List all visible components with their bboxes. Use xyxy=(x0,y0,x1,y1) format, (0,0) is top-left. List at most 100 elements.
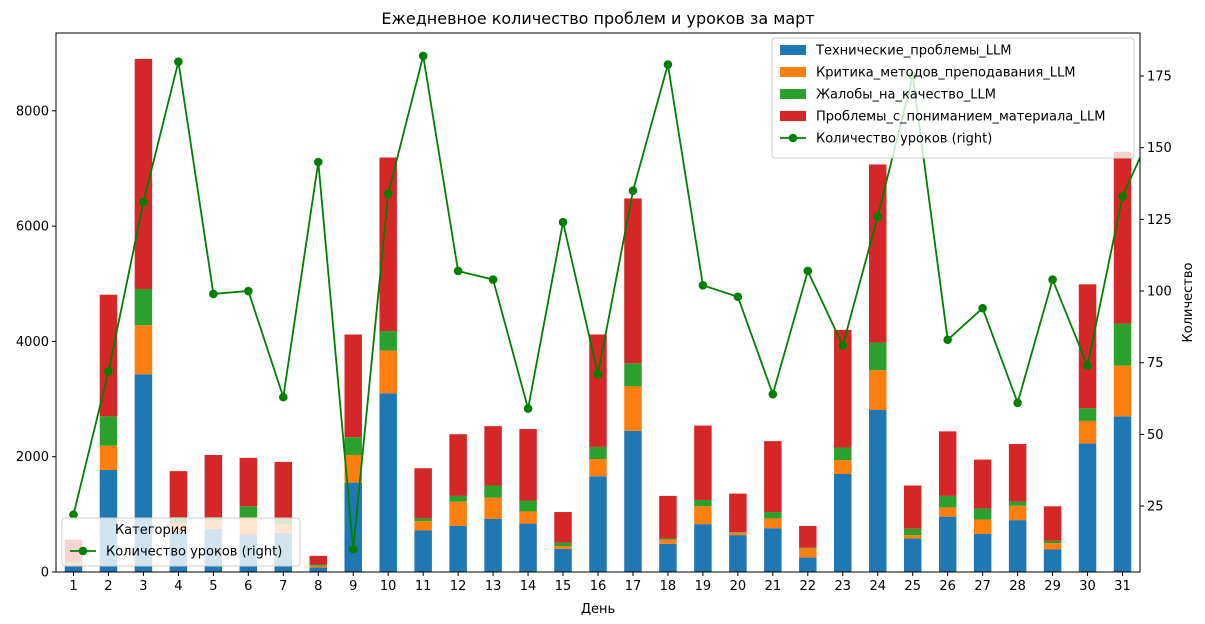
bar-segment-4-day-25 xyxy=(903,485,922,529)
x-tick-label: 11 xyxy=(415,579,432,594)
bar-segment-1-day-18 xyxy=(659,543,677,572)
bar-segment-1-day-22 xyxy=(799,557,817,572)
legend-swatch-4 xyxy=(780,111,806,121)
bar-segment-2-day-21 xyxy=(764,518,782,529)
lessons-point-day-24 xyxy=(873,212,883,221)
bar-segment-1-day-20 xyxy=(729,535,747,572)
lessons-point-day-8 xyxy=(313,157,323,167)
x-tick-label: 8 xyxy=(314,579,322,594)
bar-segment-1-day-1 xyxy=(64,566,83,572)
bar-segment-3-day-31 xyxy=(1113,323,1132,366)
bar-segment-3-day-20 xyxy=(729,532,747,533)
lessons-point-day-17 xyxy=(628,186,638,195)
x-tick-label: 21 xyxy=(765,579,782,594)
bar-segment-4-day-17 xyxy=(624,198,642,364)
lessons-point-day-4 xyxy=(174,57,183,66)
x-tick-label: 5 xyxy=(209,579,217,594)
lessons-point-day-13 xyxy=(488,275,498,284)
bar-segment-1-day-27 xyxy=(973,533,992,572)
legend-swatch-2 xyxy=(780,67,806,77)
x-tick-label: 27 xyxy=(974,579,991,594)
x-tick-label: 12 xyxy=(450,579,467,594)
x-tick-label: 25 xyxy=(904,579,921,594)
x-tick-label: 15 xyxy=(555,579,572,594)
bar-segment-2-day-25 xyxy=(903,535,922,539)
bar-segment-3-day-25 xyxy=(903,528,922,536)
legend-upper: Технические_проблемы_LLM Критика_методов_… xyxy=(771,37,1135,159)
lessons-line xyxy=(72,55,1140,550)
bar-segment-2-day-15 xyxy=(554,546,572,549)
legend-label-1: Технические_проблемы_LLM xyxy=(815,44,1012,59)
x-tick-label: 13 xyxy=(485,579,502,594)
bar-segment-4-day-10 xyxy=(379,157,397,332)
bar-segment-2-day-16 xyxy=(589,459,607,477)
right-y-tick-label: 175 xyxy=(1147,70,1172,85)
right-y-tick-label: 50 xyxy=(1147,428,1164,443)
bar-segment-1-day-15 xyxy=(554,548,572,572)
bar-segment-3-day-12 xyxy=(449,495,467,502)
left-y-tick-label: 6000 xyxy=(16,220,49,235)
bar-segment-3-day-10 xyxy=(379,331,397,351)
bar-segment-3-day-21 xyxy=(764,512,782,519)
bar-segment-4-day-15 xyxy=(554,512,572,543)
lessons-point-day-29 xyxy=(1048,275,1057,284)
left-y-tick-label: 4000 xyxy=(16,335,49,350)
bar-segment-1-day-16 xyxy=(589,476,607,572)
x-tick-label: 29 xyxy=(1044,579,1061,594)
legend-lower-marker-swatch xyxy=(78,546,88,556)
bar-segment-4-day-30 xyxy=(1078,284,1097,409)
lessons-point-day-15 xyxy=(558,217,568,227)
lessons-point-day-12 xyxy=(453,266,463,276)
bar-segment-1-day-31 xyxy=(1113,416,1132,572)
bar-segment-2-day-29 xyxy=(1043,543,1062,550)
lessons-point-day-7 xyxy=(278,392,288,402)
x-tick-label: 19 xyxy=(695,579,712,594)
bar-segment-3-day-3 xyxy=(134,288,153,326)
bar-segment-3-day-19 xyxy=(694,499,712,507)
bar-segment-3-day-6 xyxy=(239,506,258,518)
x-tick-label: 1 xyxy=(69,579,77,594)
bar-segment-3-day-17 xyxy=(624,363,642,387)
bar-segment-2-day-26 xyxy=(938,507,957,517)
lessons-point-day-18 xyxy=(663,60,673,69)
bar-segment-1-day-13 xyxy=(484,518,502,572)
lessons-point-day-22 xyxy=(803,266,813,276)
x-tick-label: 6 xyxy=(244,579,252,594)
bar-segment-2-day-2 xyxy=(99,445,118,470)
bar-segment-3-day-30 xyxy=(1078,408,1097,421)
bar-segment-3-day-14 xyxy=(519,500,537,512)
bar-segment-4-day-20 xyxy=(729,493,747,533)
bar-segment-4-day-18 xyxy=(659,495,677,539)
lessons-point-day-10 xyxy=(383,189,393,198)
bar-segment-2-day-12 xyxy=(449,501,467,526)
x-tick-label: 4 xyxy=(174,579,182,594)
bar-segment-4-day-19 xyxy=(694,425,712,500)
bar-segment-4-day-28 xyxy=(1008,444,1027,502)
bar-segment-3-day-26 xyxy=(938,495,957,508)
bar-segment-4-day-14 xyxy=(519,429,537,501)
x-tick-label: 26 xyxy=(939,579,956,594)
bar-segment-2-day-9 xyxy=(344,454,362,483)
bar-segment-1-day-25 xyxy=(903,538,922,572)
x-tick-label: 28 xyxy=(1009,579,1026,594)
bar-segment-1-day-30 xyxy=(1078,443,1097,572)
bar-segment-2-day-10 xyxy=(379,350,397,394)
bar-segment-3-day-22 xyxy=(799,547,817,549)
lessons-point-day-16 xyxy=(593,369,603,379)
x-tick-label: 7 xyxy=(279,579,287,594)
legend-lower-box xyxy=(61,517,301,567)
bar-segment-2-day-17 xyxy=(624,386,642,431)
bar-segment-2-day-23 xyxy=(834,460,852,474)
right-y-tick-label: 100 xyxy=(1147,285,1172,300)
lessons-point-day-5 xyxy=(209,289,218,299)
bars-layer xyxy=(64,58,1132,572)
chart-title: Ежедневное количество проблем и уроков з… xyxy=(381,9,814,28)
lessons-point-day-20 xyxy=(733,292,743,302)
lessons-point-day-26 xyxy=(943,335,952,345)
lessons-point-day-1 xyxy=(69,510,78,519)
bar-segment-2-day-24 xyxy=(869,370,887,411)
bar-segment-1-day-26 xyxy=(938,516,957,572)
x-tick-label: 30 xyxy=(1079,579,1096,594)
